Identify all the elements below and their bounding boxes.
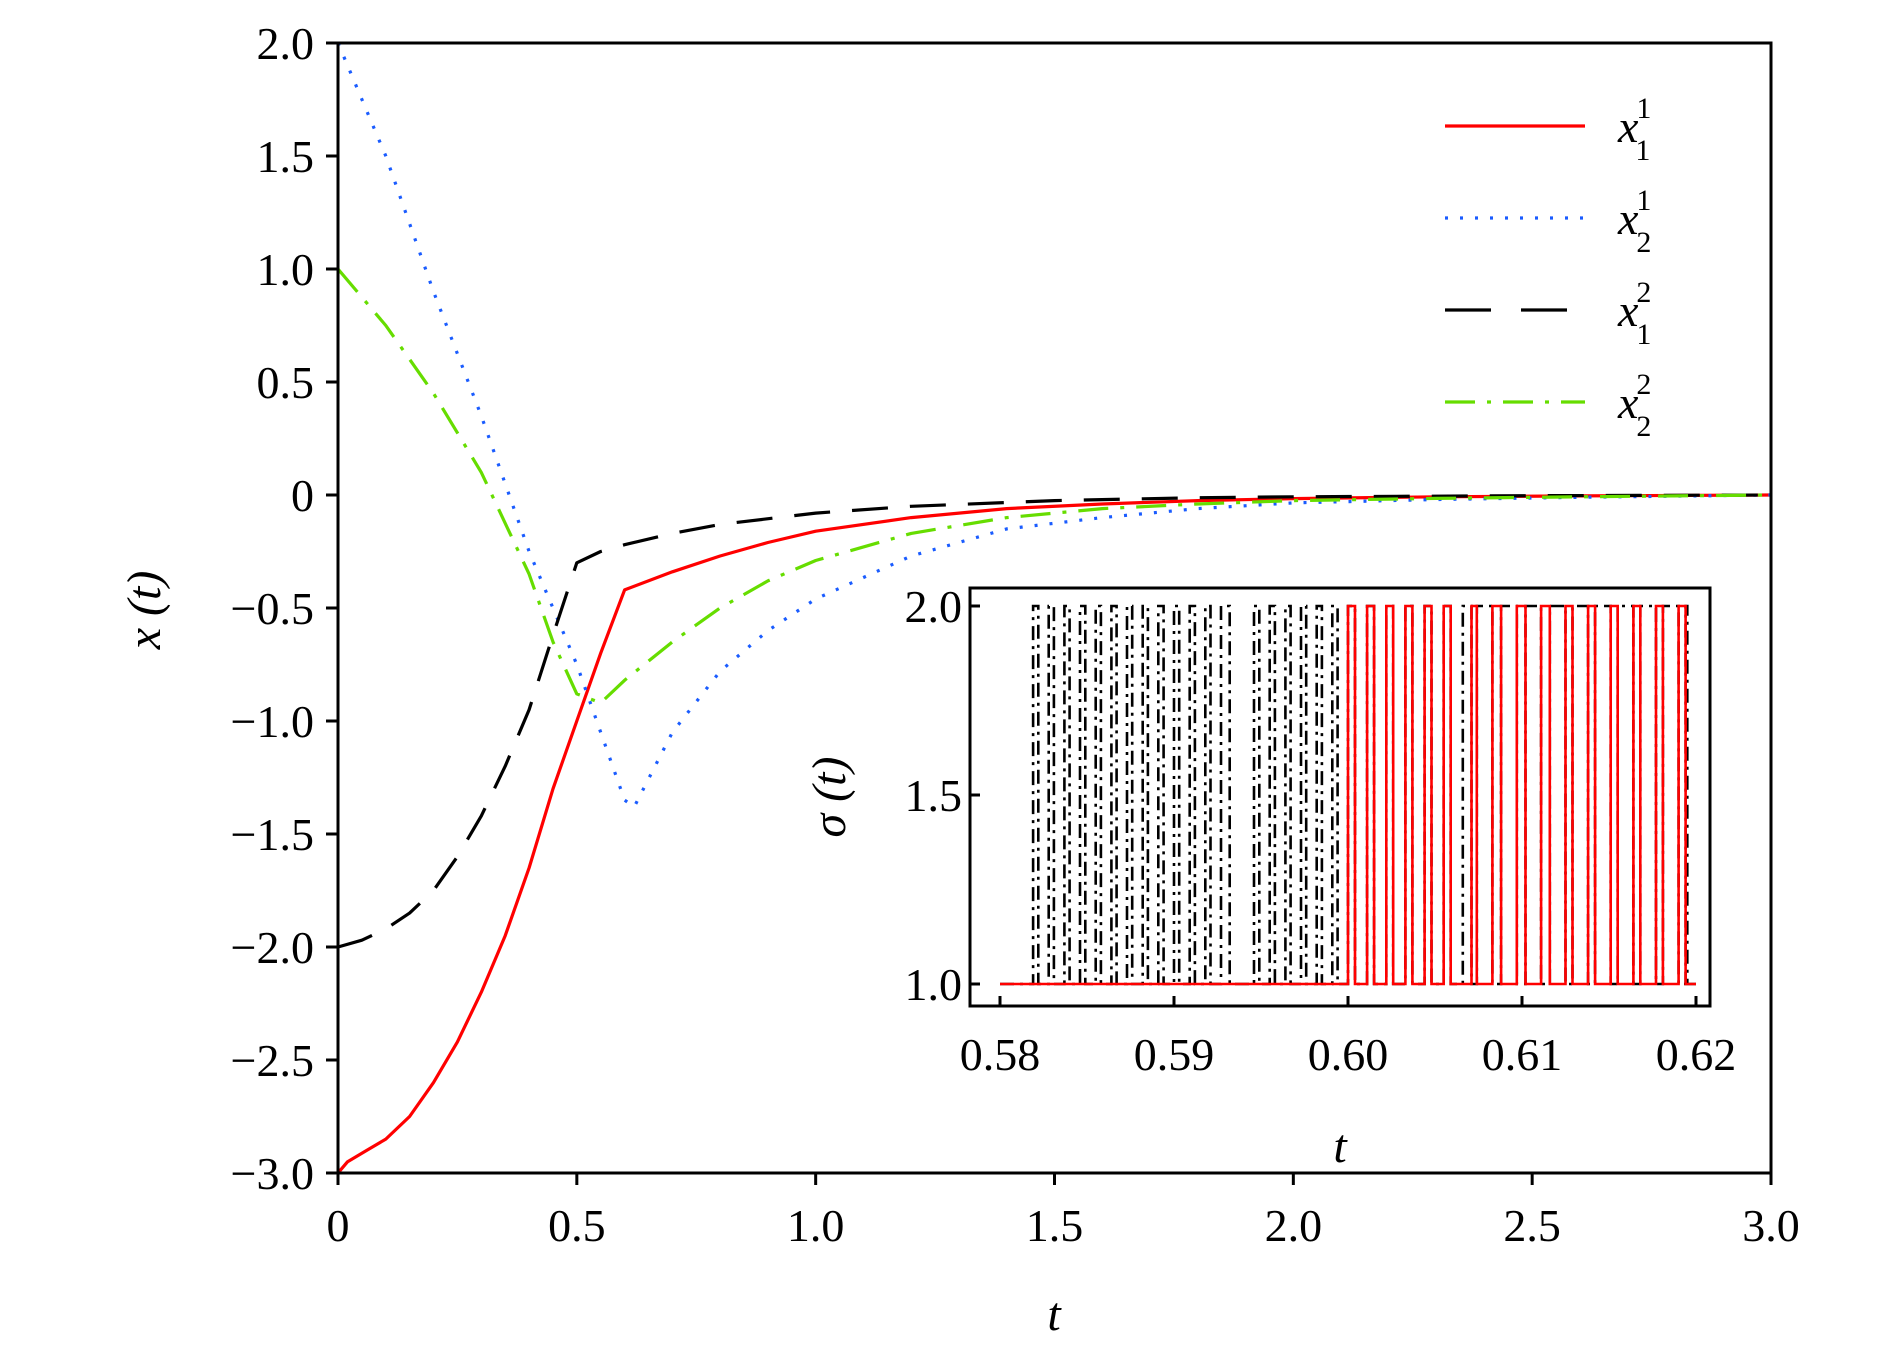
legend: x1 1 x1 2 x2 1 x2 2 <box>1445 92 1651 443</box>
inset-x-tick-label: 0.60 <box>1308 1029 1389 1080</box>
inset-x-axis-title: t <box>1333 1120 1348 1173</box>
inset-y-tick-label: 1.5 <box>905 770 963 821</box>
inset-x-tick-label: 0.62 <box>1656 1029 1737 1080</box>
inset-x-tick-label: 0.61 <box>1482 1029 1563 1080</box>
x-tick-label: 2.0 <box>1265 1200 1323 1251</box>
inset-series-group <box>1000 604 1696 986</box>
y-tick-label: 1.5 <box>257 131 315 182</box>
legend-label-2: x1 2 <box>1617 184 1651 259</box>
main-ticks: 0 0.5 1.0 1.5 2.0 2.5 3.0 2.0 1.5 1.0 0.5 0 −0.5 −1.0… <box>231 18 1800 1251</box>
x-tick-label: 0 <box>327 1200 350 1251</box>
y-tick-label: 1.0 <box>257 244 315 295</box>
y-tick-label: 0.5 <box>257 357 315 408</box>
inset-y-axis-title: σ (t) <box>803 757 856 838</box>
y-tick-label: −2.5 <box>231 1035 314 1086</box>
y-tick-label: −3.0 <box>231 1148 314 1199</box>
x-tick-label: 2.5 <box>1503 1200 1561 1251</box>
y-tick-label: −2.0 <box>231 922 314 973</box>
inset-series-line-2 <box>1000 604 1696 986</box>
legend-label-3: x2 1 <box>1617 276 1651 351</box>
x-tick-label: 1.5 <box>1026 1200 1084 1251</box>
x-tick-label: 3.0 <box>1742 1200 1800 1251</box>
inset-x-tick-label: 0.58 <box>960 1029 1041 1080</box>
y-tick-label: 0 <box>291 470 314 521</box>
inset-y-tick-label: 1.0 <box>905 959 963 1010</box>
y-tick-label: −1.5 <box>231 809 314 860</box>
x-tick-label: 1.0 <box>787 1200 845 1251</box>
series-line-2 <box>338 43 1771 809</box>
legend-label-4: x2 2 <box>1617 368 1651 443</box>
series-line-4 <box>338 267 1771 705</box>
inset-ticks: 0.58 0.59 0.60 0.61 0.62 2.0 1.5 1.0 <box>905 581 1737 1080</box>
inset-background <box>970 588 1710 1006</box>
legend-label-1: x1 1 <box>1617 92 1650 167</box>
x-axis-title: t <box>1047 1288 1062 1341</box>
inset-x-tick-label: 0.59 <box>1134 1029 1215 1080</box>
y-tick-label: −0.5 <box>231 583 314 634</box>
series-line-1 <box>338 493 1771 1173</box>
y-axis-title: x (t) <box>118 571 171 651</box>
x-tick-label: 0.5 <box>548 1200 606 1251</box>
y-tick-label: 2.0 <box>257 18 315 69</box>
series-line-3 <box>338 493 1771 949</box>
y-tick-label: −1.0 <box>231 696 314 747</box>
inset-plot-frame <box>968 586 1712 1008</box>
inset-y-tick-label: 2.0 <box>905 581 963 632</box>
main-series-group <box>338 43 1771 1173</box>
